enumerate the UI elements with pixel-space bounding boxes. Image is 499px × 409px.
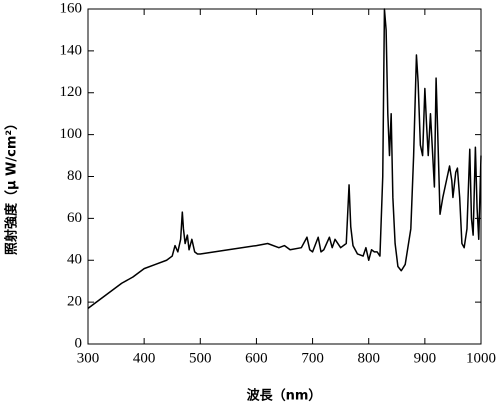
y-tick-label: 20 xyxy=(67,294,82,310)
y-tick-label: 0 xyxy=(75,335,83,351)
y-tick-label: 80 xyxy=(67,168,82,184)
x-tick-label: 900 xyxy=(414,350,437,366)
y-tick-label: 100 xyxy=(60,126,83,142)
x-axis-label: 波長（nm） xyxy=(247,388,322,404)
x-tick-label: 800 xyxy=(357,350,380,366)
y-tick-label: 140 xyxy=(60,42,83,58)
y-tick-label: 60 xyxy=(67,210,82,226)
y-axis-label: 照射強度（μ W/cm²） xyxy=(4,117,20,255)
y-tick-label: 160 xyxy=(60,0,83,16)
y-tick-label: 40 xyxy=(67,252,82,268)
plot-frame xyxy=(87,8,482,345)
spectrum-line xyxy=(87,8,482,310)
x-tick-label: 600 xyxy=(245,350,268,366)
y-tick-label: 120 xyxy=(60,84,83,100)
x-tick-label: 500 xyxy=(189,350,212,366)
x-tick-label: 1000 xyxy=(466,350,496,366)
x-tick-label: 700 xyxy=(301,350,324,366)
x-tick-label: 400 xyxy=(133,350,156,366)
x-tick-label: 300 xyxy=(77,350,100,366)
